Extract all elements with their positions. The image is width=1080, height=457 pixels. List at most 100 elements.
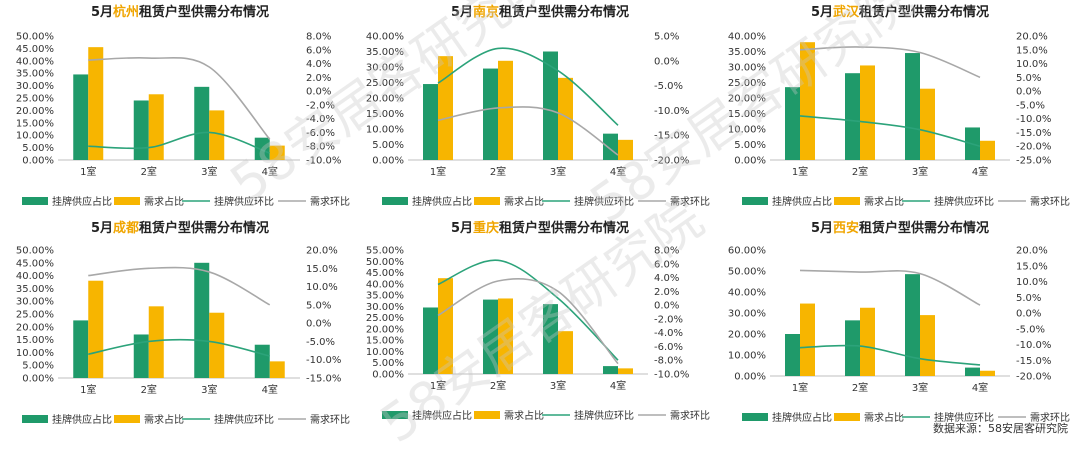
left-axis-tick-label: 10.00% <box>16 348 54 359</box>
title-month: 5月 <box>811 221 833 236</box>
left-axis-tick-label: 15.00% <box>16 335 54 346</box>
right-axis-tick-label: -2.0% <box>306 100 335 111</box>
right-axis-tick-label: 5.0% <box>654 32 679 43</box>
right-axis-tick-label: -10.0% <box>306 156 341 167</box>
right-axis-tick-label: 6.0% <box>654 259 679 270</box>
supply-bar <box>483 68 498 160</box>
supply-bar <box>483 299 498 374</box>
left-axis-tick-label: 40.00% <box>16 271 54 282</box>
left-axis-tick-label: 5.00% <box>734 140 766 151</box>
legend-supply-label: 挂牌供应占比 <box>412 409 472 422</box>
demand-bar <box>800 303 815 376</box>
right-axis-tick-label: 4.0% <box>654 273 679 284</box>
supply-bar <box>73 320 89 378</box>
left-axis-tick-label: 30.00% <box>16 297 54 308</box>
category-label: 2室 <box>490 379 506 392</box>
right-axis-tick-label: 15.0% <box>1016 45 1048 56</box>
category-label: 1室 <box>792 165 808 178</box>
legend-supply-mom: 挂牌供应环比 <box>182 413 274 426</box>
right-axis-tick-label: 5.0% <box>1016 293 1041 304</box>
title-city: 西安 <box>833 220 859 236</box>
supply-mom-line <box>799 344 981 366</box>
legend-demand: 需求占比 <box>474 409 544 422</box>
legend-demand-mom: 需求环比 <box>998 412 1070 424</box>
legend-supply-label: 挂牌供应占比 <box>772 411 832 424</box>
legend-demand-swatch <box>114 415 140 423</box>
category-label: 3室 <box>550 165 566 178</box>
right-axis-tick-label: -10.0% <box>1016 114 1051 125</box>
title-suffix: 租赁户型供需分布情况 <box>499 220 629 236</box>
supply-bar <box>133 334 149 378</box>
supply-bar <box>785 334 800 376</box>
legend-supply-mom-label: 挂牌供应环比 <box>214 413 274 426</box>
legend-supply-label: 挂牌供应占比 <box>772 195 832 208</box>
left-axis-tick-label: 30.00% <box>366 63 404 74</box>
legend-demand-mom-label: 需求环比 <box>310 414 350 426</box>
legend-demand-swatch <box>474 411 500 419</box>
supply-bar <box>543 304 558 374</box>
left-axis-tick-label: 0.00% <box>734 372 766 383</box>
legend-supply: 挂牌供应占比 <box>382 195 472 208</box>
left-axis-tick-label: 20.00% <box>16 106 54 117</box>
chart-panel-1: 5月南京租赁户型供需分布情况 0.00% 5.00% 10.00% 15.00% 20.0… <box>366 4 710 208</box>
supply-mom-line <box>437 259 619 361</box>
right-axis-tick-label: -5.0% <box>654 81 683 92</box>
title-month: 5月 <box>451 221 473 236</box>
demand-bar <box>438 56 453 160</box>
left-axis-tick-label: 35.00% <box>16 284 54 295</box>
supply-bar <box>603 133 618 160</box>
chart-title: 5月南京租赁户型供需分布情况 <box>451 4 629 20</box>
right-axis-tick-label: -25.0% <box>1016 156 1051 167</box>
legend-demand-label: 需求占比 <box>144 413 184 426</box>
legend-demand-swatch <box>834 197 860 205</box>
right-axis-tick-label: 0.0% <box>654 301 679 312</box>
category-label: 3室 <box>201 165 217 178</box>
legend-demand-mom: 需求环比 <box>278 196 350 208</box>
left-axis-tick-label: 15.00% <box>366 336 404 347</box>
right-axis-tick-label: -15.0% <box>1016 356 1051 367</box>
category-label: 2室 <box>141 165 157 178</box>
left-axis-tick-label: 20.00% <box>366 324 404 335</box>
right-axis-tick-label: 8.0% <box>654 246 679 257</box>
supply-bar <box>905 53 920 160</box>
left-axis-tick-label: 40.00% <box>16 56 54 67</box>
legend-demand-mom: 需求环比 <box>998 196 1070 208</box>
supply-mom-line <box>799 115 981 147</box>
demand-bar <box>800 42 815 161</box>
supply-mom-line <box>88 338 270 357</box>
right-axis-tick-label: 20.0% <box>1016 32 1048 43</box>
left-axis-tick-label: 20.00% <box>728 330 766 341</box>
legend-supply-label: 挂牌供应占比 <box>52 413 112 426</box>
legend-supply: 挂牌供应占比 <box>382 409 472 422</box>
right-axis-tick-label: 20.0% <box>306 246 338 257</box>
right-axis-tick-label: 5.0% <box>306 300 331 311</box>
legend-supply: 挂牌供应占比 <box>22 195 112 208</box>
left-axis-tick-label: 45.00% <box>16 44 54 55</box>
left-axis-tick-label: 0.00% <box>22 156 54 167</box>
legend-demand-label: 需求占比 <box>864 195 904 208</box>
left-axis-tick-label: 0.00% <box>372 156 404 167</box>
chart-panel-3: 5月成都租赁户型供需分布情况 0.00% 5.00% 10.00% 15.00% 20.0… <box>16 220 350 426</box>
left-axis-tick-label: 35.00% <box>16 69 54 80</box>
left-axis-tick-label: 25.00% <box>366 313 404 324</box>
left-axis-tick-label: 0.00% <box>372 370 404 381</box>
right-axis-tick-label: -15.0% <box>1016 128 1051 139</box>
chart-panel-5: 5月西安租赁户型供需分布情况 0.00% 10.00% 20.00% 30.00% 40.… <box>728 220 1070 424</box>
category-label: 1室 <box>80 383 96 396</box>
left-axis-tick-label: 50.00% <box>728 267 766 278</box>
right-axis-tick-label: 0.0% <box>1016 87 1041 98</box>
supply-bar <box>423 84 438 160</box>
left-axis-tick-label: 20.00% <box>16 322 54 333</box>
title-suffix: 租赁户型供需分布情况 <box>499 4 629 20</box>
title-suffix: 租赁户型供需分布情况 <box>139 4 269 20</box>
demand-bar <box>498 298 513 374</box>
demand-bar <box>980 370 995 376</box>
left-axis-tick-label: 10.00% <box>366 125 404 136</box>
legend-demand-swatch <box>834 413 860 421</box>
legend-demand-swatch <box>474 197 500 205</box>
left-axis-tick-label: 40.00% <box>728 32 766 43</box>
category-label: 4室 <box>972 165 988 178</box>
category-label: 4室 <box>262 165 278 178</box>
supply-bar <box>965 367 980 376</box>
legend-demand-mom-label: 需求环比 <box>310 196 350 208</box>
